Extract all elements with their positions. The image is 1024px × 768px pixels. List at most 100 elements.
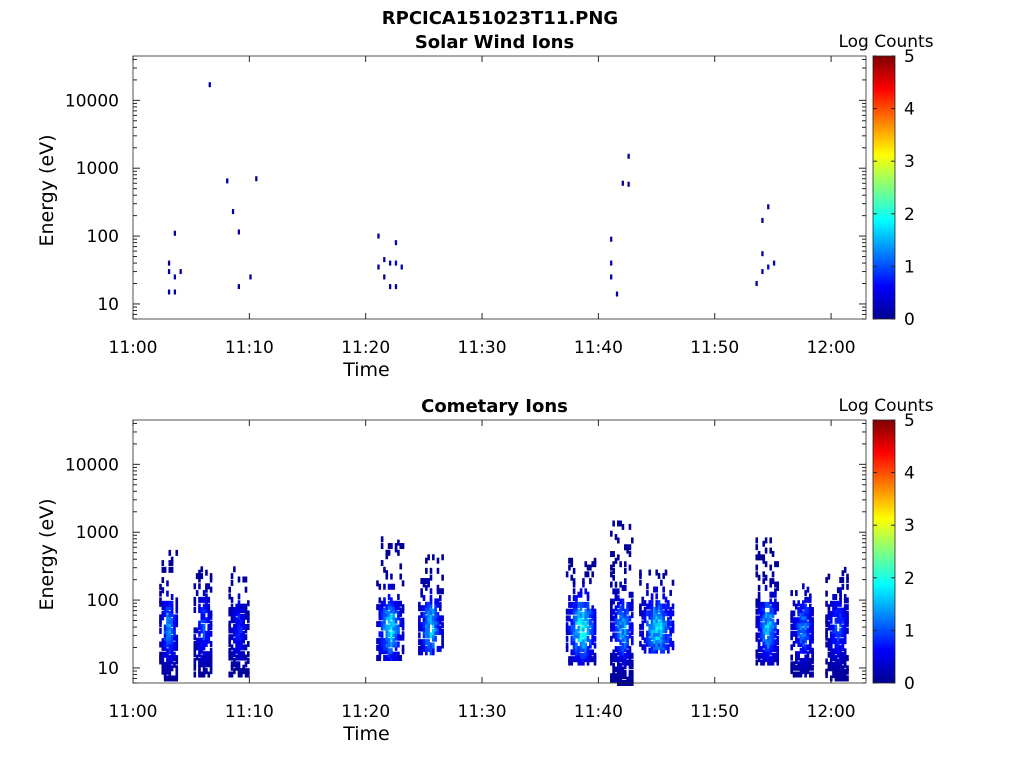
data-cell [829, 665, 833, 672]
data-cell [843, 597, 847, 604]
data-cell [792, 640, 796, 647]
data-cell [846, 675, 849, 682]
data-cell [170, 675, 174, 682]
data-cell [806, 630, 810, 637]
data-cell [802, 668, 805, 675]
data-cell [399, 617, 403, 624]
data-cell [230, 579, 234, 586]
data-cell [832, 651, 835, 658]
data-cell [198, 576, 201, 583]
data-cell [577, 625, 581, 632]
data-cell [237, 607, 241, 614]
data-cell [657, 644, 661, 651]
data-cell [166, 607, 169, 614]
data-cell [669, 613, 672, 620]
data-cell [205, 607, 208, 614]
data-cell [438, 615, 442, 622]
data-cell [841, 665, 845, 672]
data-cell [655, 617, 659, 624]
data-cell [804, 607, 807, 614]
data-cell [653, 606, 656, 613]
data-cell [623, 561, 627, 568]
data-cell [610, 601, 613, 608]
data-cell [397, 539, 400, 546]
data-cell [767, 264, 770, 270]
data-cell [667, 637, 670, 644]
data-cell [237, 637, 241, 644]
y-tick-label: 10000 [65, 91, 119, 111]
data-cell [240, 634, 243, 641]
data-cell [839, 614, 842, 621]
data-cell [811, 624, 814, 631]
data-cell [565, 608, 569, 615]
data-cell [843, 624, 847, 631]
data-cell [804, 644, 807, 651]
data-cell [614, 605, 618, 612]
data-cell [392, 583, 396, 590]
data-cell [639, 640, 642, 647]
data-cell [394, 600, 398, 607]
data-cell [429, 608, 433, 615]
data-cell [166, 604, 169, 611]
data-cell [764, 639, 768, 646]
data-cell [394, 624, 398, 631]
data-cell [829, 648, 833, 655]
data-cell [610, 612, 613, 619]
colorbar-tick-label: 4 [904, 100, 915, 120]
data-cell [175, 614, 179, 621]
data-cell [843, 631, 847, 638]
data-cell [646, 640, 649, 647]
data-cell [760, 632, 763, 639]
data-cell [626, 649, 629, 656]
data-cell [832, 638, 835, 645]
data-cell [769, 625, 773, 632]
data-cell [163, 641, 167, 648]
data-cell [617, 676, 620, 683]
data-cell [843, 658, 847, 665]
data-cell [228, 607, 232, 614]
data-cell [163, 672, 167, 679]
data-cell [811, 654, 814, 661]
data-cell [434, 628, 437, 635]
data-cell [392, 631, 396, 638]
data-cell [834, 604, 838, 611]
data-cell [843, 655, 847, 662]
data-cell [394, 604, 398, 611]
colorbar-tick-label: 3 [904, 152, 915, 172]
data-cell [586, 656, 590, 663]
data-cell [655, 606, 659, 613]
data-cell [643, 613, 647, 620]
data-cell [769, 612, 773, 619]
data-cell [161, 641, 165, 648]
data-cell [377, 233, 380, 239]
data-cell [589, 649, 592, 656]
data-cell [655, 644, 659, 651]
data-cell [200, 640, 204, 647]
data-cell [630, 676, 634, 683]
data-cell [619, 652, 622, 659]
data-cell [841, 655, 845, 662]
data-cell [383, 648, 386, 655]
data-cell [839, 621, 842, 628]
data-cell [242, 644, 245, 651]
data-cell [646, 610, 649, 617]
data-cell [175, 675, 179, 682]
data-cell [244, 644, 248, 651]
data-cell [755, 608, 759, 615]
data-cell [432, 645, 435, 652]
data-cells [167, 82, 776, 297]
data-cell [168, 631, 172, 638]
data-cell [832, 610, 835, 617]
burst [159, 549, 179, 682]
data-cell [623, 663, 627, 670]
data-cell [202, 651, 206, 658]
data-cell [650, 627, 654, 634]
data-cell [593, 608, 597, 615]
data-cell [586, 652, 590, 659]
data-cell [628, 659, 632, 666]
data-cell [195, 640, 199, 647]
data-cell [769, 547, 773, 554]
data-cell [762, 601, 766, 608]
data-cell [237, 651, 241, 658]
data-cell [762, 612, 766, 619]
